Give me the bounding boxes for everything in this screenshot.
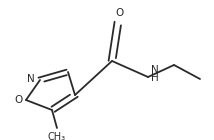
Text: H: H bbox=[151, 73, 158, 83]
Text: O: O bbox=[115, 8, 123, 18]
Text: CH₃: CH₃ bbox=[48, 132, 66, 140]
Text: O: O bbox=[15, 95, 23, 105]
Text: N: N bbox=[151, 65, 158, 75]
Text: N: N bbox=[27, 74, 35, 84]
